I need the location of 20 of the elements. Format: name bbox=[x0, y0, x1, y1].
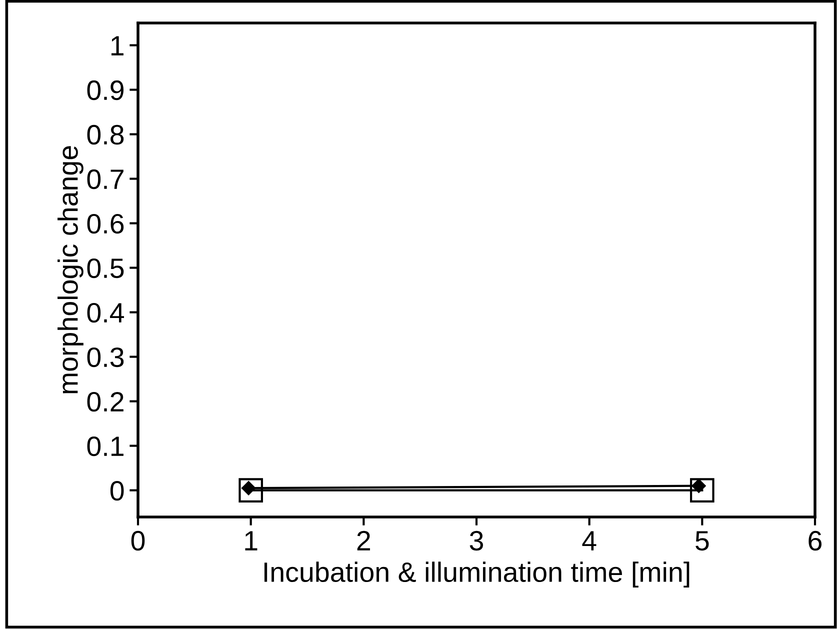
x-tick-label: 4 bbox=[582, 531, 596, 550]
x-tick-label: 1 bbox=[245, 531, 258, 550]
y-tick-label: 0.6 bbox=[87, 214, 124, 234]
x-tick-label: 6 bbox=[808, 530, 822, 551]
y-tick-label: 0.9 bbox=[87, 80, 124, 100]
y-tick-label: 0.8 bbox=[87, 124, 124, 145]
y-axis-title: morphologic change bbox=[58, 146, 84, 394]
y-tick-label: 1 bbox=[111, 36, 124, 56]
y-tick-label: 0.4 bbox=[87, 302, 124, 323]
x-axis-title: Incubation & illumination time [min] bbox=[264, 562, 690, 588]
y-tick-label: 0.2 bbox=[87, 392, 124, 412]
x-tick-label: 5 bbox=[696, 531, 709, 551]
y-tick-label: 0 bbox=[110, 480, 124, 501]
x-tick-label: 2 bbox=[357, 530, 370, 550]
x-tick-label: 0 bbox=[131, 530, 145, 551]
y-tick-label: 0.5 bbox=[87, 258, 124, 278]
y-tick-label: 0.3 bbox=[87, 347, 124, 368]
y-tick-label: 0.1 bbox=[87, 436, 124, 456]
x-tick-label: 3 bbox=[470, 530, 484, 551]
y-tick-label: 0.7 bbox=[87, 169, 124, 190]
